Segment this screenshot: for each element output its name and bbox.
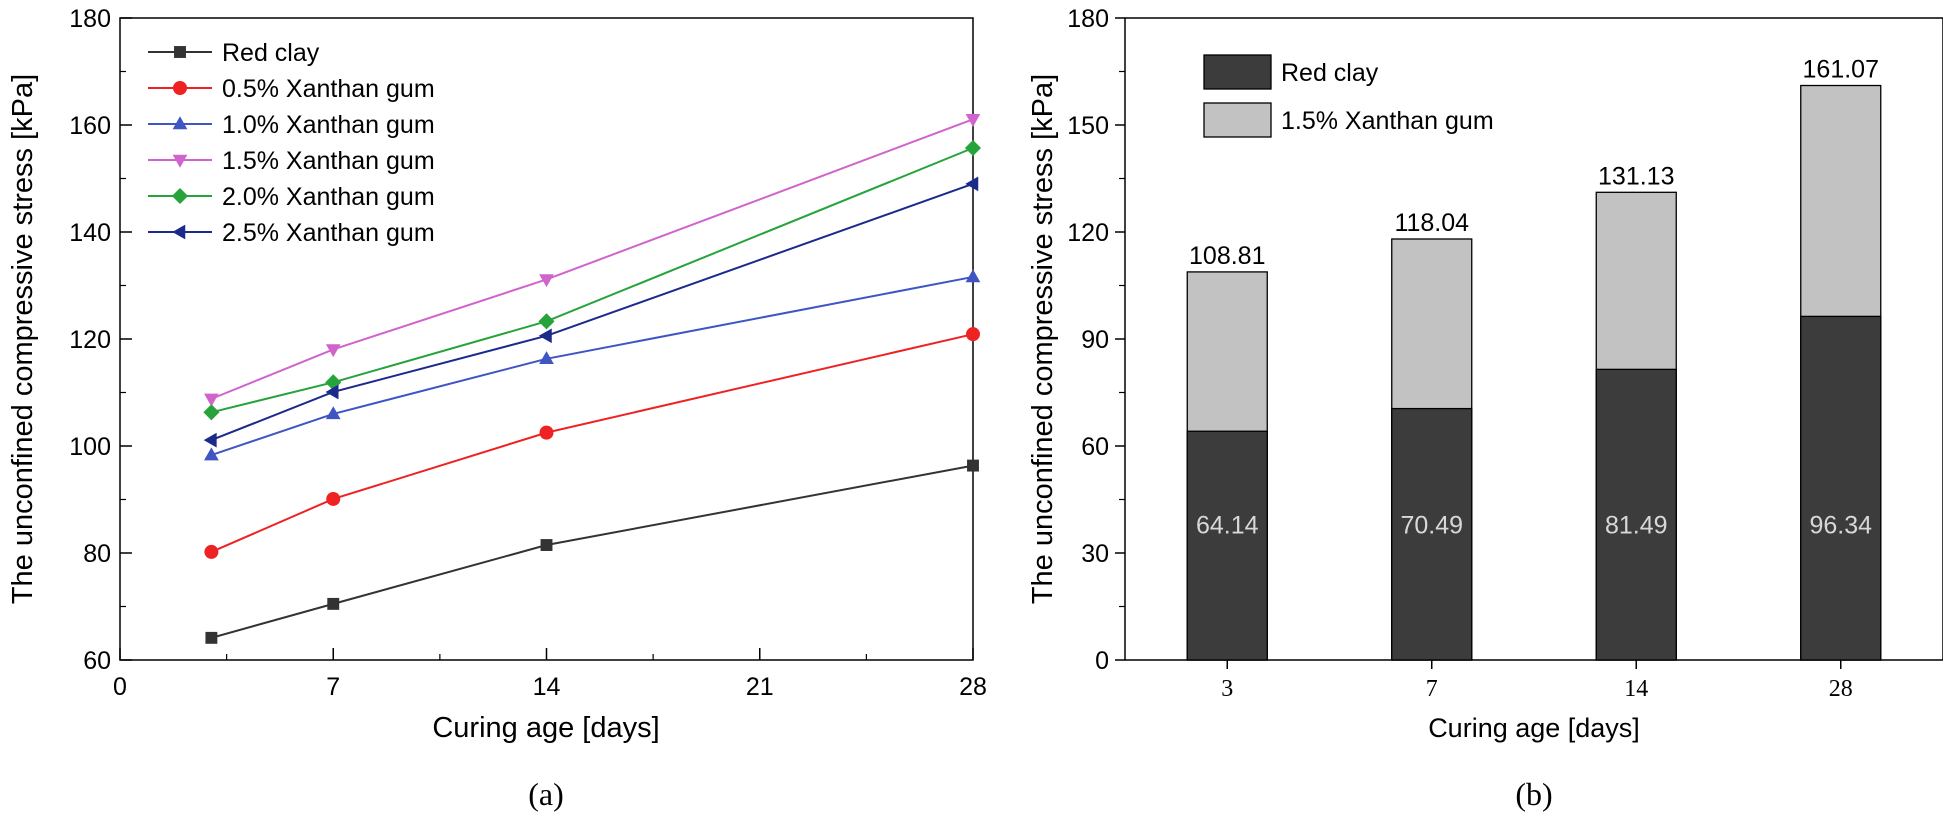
x-tick-label-b: 28	[1829, 676, 1853, 702]
axis-ticks-b: 3 7 14 28 0 30 60 90 120 150 180	[1067, 5, 1852, 702]
data-label-1-5-xanthan-gum: 118.04	[1394, 209, 1469, 237]
data-point-red-clay	[205, 631, 218, 644]
legend-b: Red clay 1.5% Xanthan gum	[1203, 54, 1494, 138]
bar-red-clay	[1595, 368, 1677, 661]
data-point-2-0-xanthan-gum	[964, 139, 982, 157]
y-tick-label-a: 120	[69, 326, 111, 354]
data-label-red-clay: 70.49	[1400, 511, 1463, 539]
legend-label-1-5-xanthan-gum: 1.5% Xanthan gum	[222, 147, 435, 175]
data-point-0-5-xanthan-gum	[204, 544, 219, 559]
y-tick-label-a: 60	[83, 647, 111, 675]
x-tick-label-b: 3	[1221, 676, 1233, 702]
series-line-2-0-xanthan-gum	[211, 147, 974, 414]
data-label-red-clay: 64.14	[1196, 511, 1259, 539]
x-tick-label-a: 28	[959, 673, 987, 701]
y-tick-label-b: 0	[1095, 647, 1109, 675]
data-point-2-5-xanthan-gum	[538, 328, 552, 344]
series-line-1-0-xanthan-gum	[211, 275, 974, 457]
data-point-red-clay	[540, 539, 553, 551]
y-tick-label-b: 150	[1067, 112, 1109, 140]
panel-label-a: (a)	[528, 776, 564, 812]
legend-marker-2-0-xanthan-gum	[171, 187, 189, 205]
data-label-red-clay: 96.34	[1809, 511, 1872, 539]
legend-marker-1-5-xanthan-gum	[172, 154, 188, 168]
data-point-1-5-xanthan-gum	[539, 274, 554, 288]
panel-a: 0 7 14 21 28 60 80 100 120 140 160 180 Red clay 0.5%…	[7, 5, 987, 812]
axis-ticks-a: 0 7 14 21 28 60 80 100 120 140 160 180	[69, 5, 987, 701]
data-point-2-0-xanthan-gum	[203, 404, 220, 421]
y-tick-label-b: 30	[1081, 540, 1109, 568]
y-tick-label-a: 100	[69, 433, 111, 461]
legend-label-2-0-xanthan-gum: 2.0% Xanthan gum	[222, 183, 435, 211]
legend-marker-0-5-xanthan-gum	[173, 81, 187, 95]
y-tick-label-b: 60	[1081, 433, 1109, 461]
legend-a: Red clay 0.5% Xanthan gum 1.0% Xanthan gum…	[148, 39, 435, 247]
data-point-0-5-xanthan-gum	[966, 327, 980, 342]
x-tick-label-a: 14	[533, 673, 561, 701]
legend-label-red-clay: Red clay	[1281, 59, 1379, 87]
legend-label-red-clay: Red clay	[222, 39, 320, 67]
legend-label-0-5-xanthan-gum: 0.5% Xanthan gum	[222, 75, 435, 103]
y-tick-label-b: 90	[1081, 326, 1109, 354]
bar-red-clay	[1800, 315, 1882, 661]
series-lines-a	[210, 118, 974, 639]
data-point-1-5-xanthan-gum	[965, 114, 981, 127]
legend-swatch-1-5-xanthan-gum	[1203, 102, 1272, 138]
data-point-1-5-xanthan-gum	[325, 344, 341, 358]
data-point-2-5-xanthan-gum	[965, 176, 979, 192]
x-tick-label-a: 21	[746, 673, 774, 701]
data-label-1-5-xanthan-gum: 108.81	[1189, 242, 1265, 270]
series-line-2-5-xanthan-gum	[211, 182, 974, 442]
x-tick-label-b: 14	[1624, 676, 1648, 702]
data-point-1-0-xanthan-gum	[204, 447, 219, 461]
y-tick-label-a: 80	[83, 540, 111, 568]
y-tick-label-a: 180	[69, 5, 111, 33]
panel-b: 3 7 14 28 0 30 60 90 120 150 180 108.81 64.14 118.04…	[1027, 5, 1943, 812]
data-point-1-0-xanthan-gum	[325, 406, 341, 420]
legend-marker-2-5-xanthan-gum	[172, 224, 186, 240]
x-tick-label-a: 7	[326, 673, 340, 701]
data-point-0-5-xanthan-gum	[539, 425, 554, 440]
x-axis-label-a: Curing age [days]	[432, 712, 659, 744]
series-line-red-clay	[211, 464, 974, 639]
legend-marker-red-clay	[174, 46, 186, 58]
bar-red-clay	[1391, 407, 1473, 661]
y-tick-label-a: 140	[69, 219, 111, 247]
x-tick-label-b: 7	[1426, 676, 1438, 702]
x-axis-label-b: Curing age [days]	[1428, 713, 1640, 743]
y-axis-label-a: The unconfined compressive stress [kPa]	[7, 74, 39, 604]
data-point-red-clay	[327, 597, 340, 610]
panel-label-b: (b)	[1515, 776, 1552, 812]
data-point-0-5-xanthan-gum	[326, 491, 341, 506]
x-tick-label-a: 0	[113, 673, 127, 701]
series-markers-a	[203, 114, 982, 644]
legend-swatch-red-clay	[1203, 54, 1272, 90]
y-axis-label-b: The unconfined compressive stress [kPa]	[1027, 74, 1059, 604]
data-label-red-clay: 81.49	[1605, 511, 1668, 539]
data-point-red-clay	[967, 459, 979, 472]
data-point-1-0-xanthan-gum	[965, 269, 981, 283]
data-point-2-5-xanthan-gum	[325, 384, 339, 400]
legend-label-1-0-xanthan-gum: 1.0% Xanthan gum	[222, 111, 435, 139]
data-point-1-5-xanthan-gum	[204, 393, 219, 407]
y-tick-label-b: 180	[1067, 5, 1109, 33]
y-tick-label-b: 120	[1067, 219, 1109, 247]
legend-label-1-5-xanthan-gum: 1.5% Xanthan gum	[1281, 107, 1494, 135]
bar-labels-b: 108.81 64.14 118.04 70.49 131.13 81.49 161.07 9…	[1189, 56, 1879, 540]
y-tick-label-a: 160	[69, 112, 111, 140]
series-line-1-5-xanthan-gum	[211, 118, 974, 400]
data-label-1-5-xanthan-gum: 131.13	[1598, 162, 1674, 190]
legend-marker-1-0-xanthan-gum	[172, 116, 188, 130]
data-point-1-0-xanthan-gum	[539, 351, 554, 365]
data-label-1-5-xanthan-gum: 161.07	[1803, 56, 1879, 84]
bar-red-clay	[1186, 430, 1268, 661]
legend-label-2-5-xanthan-gum: 2.5% Xanthan gum	[222, 219, 435, 247]
data-point-2-0-xanthan-gum	[538, 313, 555, 330]
bars-b	[1186, 84, 1882, 661]
data-point-2-5-xanthan-gum	[203, 432, 217, 448]
series-line-0-5-xanthan-gum	[210, 333, 974, 553]
data-point-2-0-xanthan-gum	[325, 374, 342, 391]
